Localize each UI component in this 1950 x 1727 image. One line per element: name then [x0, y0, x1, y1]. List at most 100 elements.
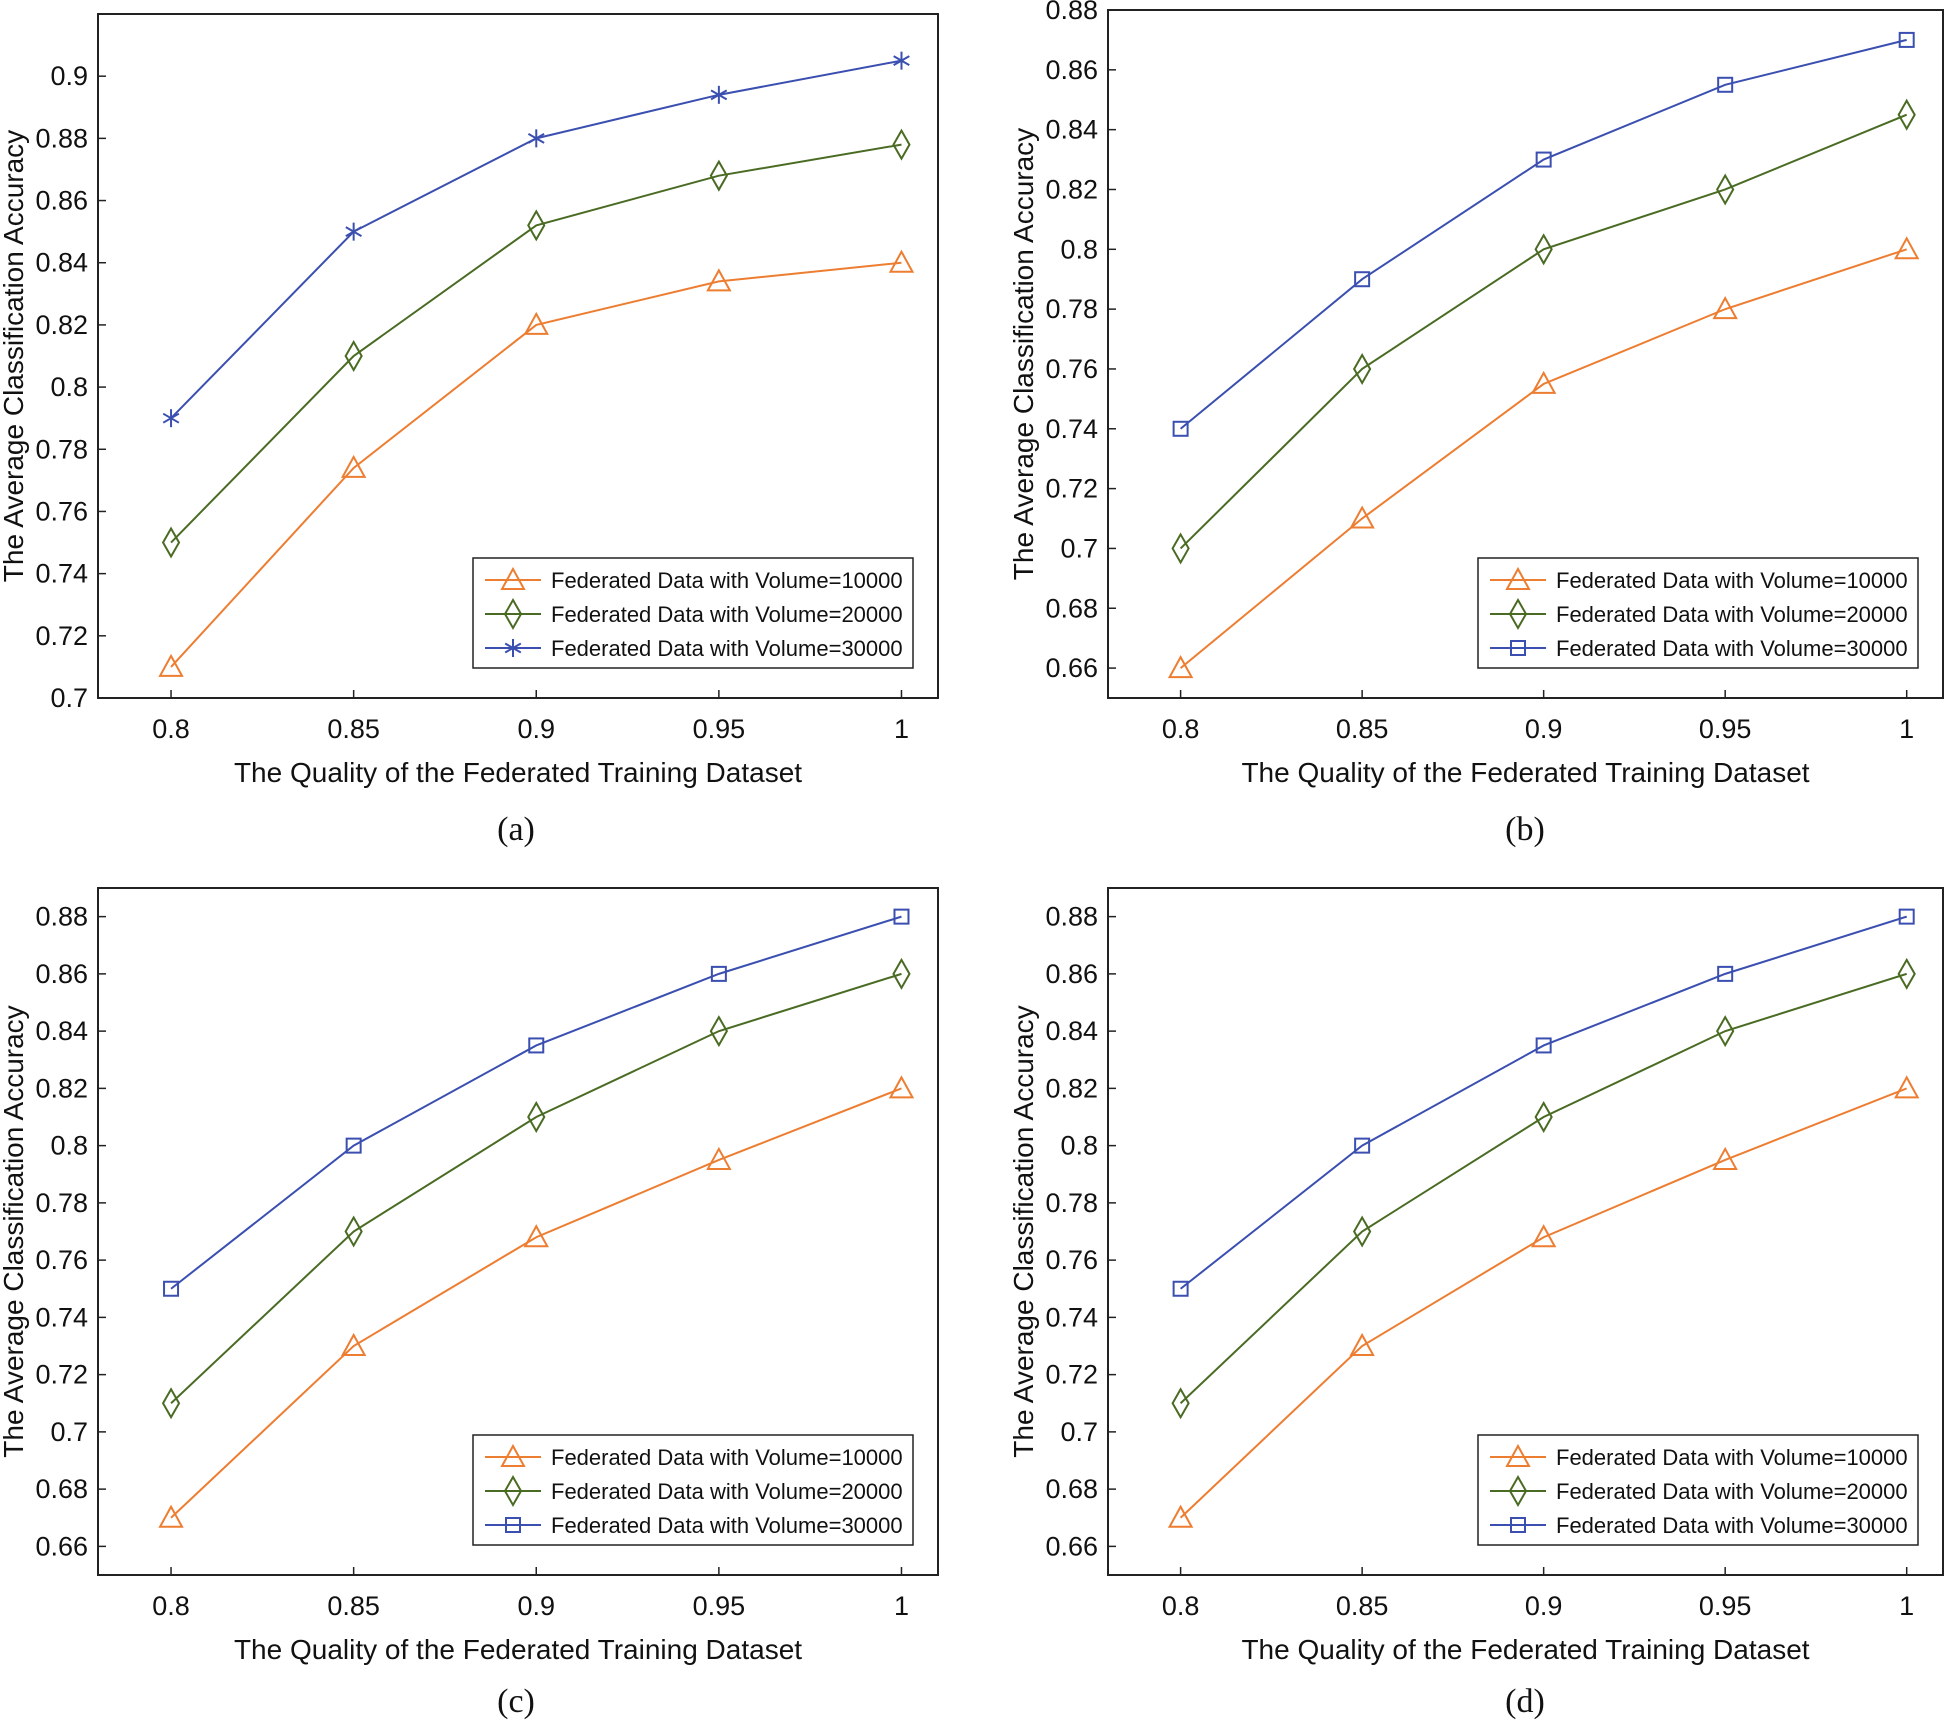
y-tick-label: 0.84 — [35, 1016, 88, 1046]
data-point-series-2 — [1716, 173, 1735, 206]
legend: Federated Data with Volume=10000 Federate… — [472, 557, 914, 669]
x-axis-label: The Quality of the Federated Training Da… — [1241, 1634, 1809, 1665]
legend-marker — [1508, 597, 1528, 631]
legend-label: Federated Data with Volume=20000 — [1556, 602, 1908, 627]
series-line-1 — [170, 261, 902, 668]
data-point-series-2 — [892, 957, 911, 990]
y-tick-label: 0.88 — [35, 123, 88, 153]
x-tick-label: 0.8 — [152, 1591, 190, 1621]
data-point-series-2 — [1534, 233, 1553, 266]
legend: Federated Data with Volume=10000 Federate… — [1477, 557, 1919, 669]
plot-frame — [1107, 9, 1944, 699]
y-tick-label: 0.84 — [1045, 115, 1098, 145]
legend-box — [1477, 557, 1919, 669]
data-point-series-2 — [344, 339, 363, 373]
legend-marker — [505, 1517, 521, 1533]
series-line-2 — [170, 972, 902, 1404]
x-tick-label: 0.8 — [152, 714, 190, 744]
x-tick-label: 0.95 — [1699, 1591, 1752, 1621]
legend-marker — [503, 1474, 523, 1508]
y-axis-label: The Average Classification Accuracy — [1008, 128, 1039, 580]
data-point-series-1 — [523, 311, 549, 335]
data-point-series-1 — [1712, 1146, 1738, 1170]
data-point-series-1 — [1530, 1224, 1557, 1248]
data-point-series-2 — [1534, 1100, 1553, 1134]
panel-caption: (c) — [497, 1683, 535, 1720]
legend-marker — [504, 639, 522, 657]
panel-caption: (a) — [497, 811, 535, 848]
y-tick-label: 0.88 — [1045, 0, 1098, 25]
data-point-series-3 — [893, 51, 910, 70]
y-tick-label: 0.86 — [35, 186, 88, 216]
data-point-series-2 — [1171, 532, 1190, 565]
chart-panel-c: 0.66 0.68 0.7 0.72 0.74 0.76 0.78 0.8 0.82 0.84 0.… — [0, 887, 939, 1720]
y-tick-label: 0.86 — [1045, 959, 1098, 989]
y-tick-label: 0.78 — [1045, 1188, 1098, 1218]
data-point-series-2 — [892, 128, 911, 161]
legend-label: Federated Data with Volume=10000 — [1556, 568, 1908, 593]
y-tick-label: 0.76 — [35, 1245, 88, 1275]
series-line-3 — [1179, 38, 1907, 430]
data-point-series-2 — [1171, 1387, 1190, 1420]
y-tick-label: 0.7 — [1060, 1417, 1098, 1447]
x-tick-label: 0.8 — [1162, 714, 1200, 744]
data-point-series-3 — [528, 1037, 545, 1054]
legend-label: Federated Data with Volume=30000 — [551, 636, 903, 661]
legend: Federated Data with Volume=10000 Federate… — [1477, 1434, 1919, 1546]
x-axis-label: The Quality of the Federated Training Da… — [1241, 757, 1809, 788]
legend-label: Federated Data with Volume=20000 — [1556, 1479, 1908, 1504]
y-tick-label: 0.88 — [1045, 902, 1098, 932]
y-axis-label: The Average Classification Accuracy — [0, 130, 29, 582]
data-point-series-2 — [1897, 98, 1916, 131]
data-point-series-2 — [161, 526, 181, 559]
y-tick-label: 0.7 — [1060, 533, 1098, 563]
y-tick-label: 0.8 — [50, 1131, 88, 1161]
y-tick-label: 0.74 — [1045, 1302, 1098, 1332]
series-line-2 — [170, 143, 902, 544]
series-line-2 — [1179, 972, 1907, 1404]
y-tick-label: 0.76 — [1045, 354, 1098, 384]
y-tick-label: 0.74 — [35, 559, 88, 589]
data-point-series-2 — [709, 159, 729, 192]
data-point-series-3 — [710, 965, 727, 982]
y-tick-label: 0.72 — [1045, 1360, 1098, 1390]
x-tick-label: 0.9 — [517, 1591, 555, 1621]
x-tick-label: 0.95 — [693, 1591, 746, 1621]
data-point-series-3 — [345, 1137, 362, 1154]
x-tick-label: 0.85 — [327, 714, 380, 744]
legend-box — [472, 557, 914, 669]
data-point-series-1 — [1530, 370, 1557, 394]
data-point-series-1 — [888, 249, 915, 273]
data-point-series-1 — [706, 268, 732, 292]
y-tick-label: 0.68 — [1045, 593, 1098, 623]
legend-box — [472, 1434, 914, 1546]
y-tick-label: 0.68 — [1045, 1474, 1098, 1504]
series-line-2 — [1179, 113, 1908, 550]
panel-caption: (b) — [1505, 811, 1545, 848]
legend-label: Federated Data with Volume=30000 — [551, 1513, 903, 1538]
y-tick-label: 0.76 — [1045, 1245, 1098, 1275]
data-point-series-1 — [340, 454, 367, 478]
y-tick-label: 0.82 — [35, 310, 88, 340]
data-point-series-1 — [1349, 505, 1375, 529]
data-point-series-3 — [1172, 1280, 1189, 1297]
data-point-series-3 — [893, 908, 910, 925]
y-tick-label: 0.86 — [1045, 55, 1098, 85]
legend-marker — [500, 1443, 526, 1467]
y-tick-label: 0.86 — [35, 959, 88, 989]
plot-frame — [1107, 887, 1944, 1576]
x-axis-label: The Quality of the Federated Training Da… — [234, 1634, 802, 1665]
data-point-series-3 — [1717, 76, 1734, 93]
data-point-series-2 — [527, 1100, 546, 1134]
legend-box — [1477, 1434, 1919, 1546]
legend-label: Federated Data with Volume=20000 — [551, 1479, 903, 1504]
y-tick-label: 0.72 — [35, 1360, 88, 1390]
data-point-series-1 — [1167, 1504, 1194, 1528]
y-tick-label: 0.78 — [35, 434, 88, 464]
x-tick-label: 1 — [894, 1591, 909, 1621]
y-tick-label: 0.88 — [35, 902, 88, 932]
data-point-series-1 — [340, 1332, 367, 1356]
y-tick-label: 0.84 — [35, 248, 88, 278]
data-point-series-3 — [1535, 1037, 1552, 1054]
legend-label: Federated Data with Volume=10000 — [551, 568, 903, 593]
